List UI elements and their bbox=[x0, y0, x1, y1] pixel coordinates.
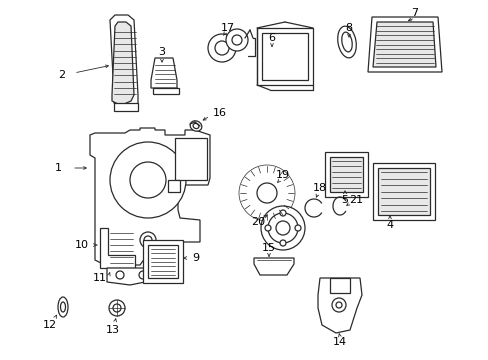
Bar bbox=[175, 138, 206, 180]
Bar bbox=[114, 103, 138, 111]
Text: 20: 20 bbox=[250, 217, 264, 227]
Polygon shape bbox=[325, 152, 367, 197]
Bar bbox=[153, 88, 179, 94]
Ellipse shape bbox=[341, 32, 351, 52]
Polygon shape bbox=[372, 22, 435, 67]
Text: 6: 6 bbox=[268, 33, 275, 43]
Polygon shape bbox=[367, 17, 441, 72]
Text: 19: 19 bbox=[275, 170, 289, 180]
Ellipse shape bbox=[261, 206, 305, 250]
Ellipse shape bbox=[215, 41, 228, 55]
Ellipse shape bbox=[109, 300, 125, 316]
Ellipse shape bbox=[294, 225, 301, 231]
Ellipse shape bbox=[331, 298, 346, 312]
Text: 13: 13 bbox=[106, 325, 120, 335]
Text: 18: 18 bbox=[312, 183, 326, 193]
Text: 11: 11 bbox=[93, 273, 107, 283]
Polygon shape bbox=[329, 157, 362, 192]
Polygon shape bbox=[317, 278, 361, 333]
Ellipse shape bbox=[130, 162, 165, 198]
Ellipse shape bbox=[58, 297, 68, 317]
Bar bbox=[262, 33, 307, 80]
Ellipse shape bbox=[113, 304, 121, 312]
Polygon shape bbox=[151, 58, 177, 88]
Text: 2: 2 bbox=[59, 70, 65, 80]
Ellipse shape bbox=[280, 240, 285, 246]
Ellipse shape bbox=[239, 165, 294, 221]
Ellipse shape bbox=[190, 121, 202, 131]
Text: 3: 3 bbox=[158, 47, 165, 57]
Text: 16: 16 bbox=[213, 108, 226, 118]
Ellipse shape bbox=[110, 142, 185, 218]
Text: 14: 14 bbox=[332, 337, 346, 347]
Text: 10: 10 bbox=[75, 240, 89, 250]
Bar bbox=[148, 245, 178, 278]
Ellipse shape bbox=[61, 302, 65, 312]
Ellipse shape bbox=[116, 271, 124, 279]
Polygon shape bbox=[142, 240, 183, 283]
Ellipse shape bbox=[225, 29, 247, 51]
Ellipse shape bbox=[335, 302, 341, 308]
Text: 8: 8 bbox=[345, 23, 352, 33]
Ellipse shape bbox=[275, 221, 289, 235]
Polygon shape bbox=[112, 22, 134, 104]
Text: 7: 7 bbox=[410, 8, 418, 18]
Polygon shape bbox=[90, 128, 209, 265]
Ellipse shape bbox=[243, 169, 290, 217]
Polygon shape bbox=[110, 15, 138, 108]
Text: 5: 5 bbox=[341, 195, 348, 205]
Text: 21: 21 bbox=[348, 195, 362, 205]
Ellipse shape bbox=[139, 271, 147, 279]
Ellipse shape bbox=[207, 34, 236, 62]
Text: 15: 15 bbox=[262, 243, 275, 253]
Text: 12: 12 bbox=[43, 320, 57, 330]
Ellipse shape bbox=[280, 210, 285, 216]
Text: 4: 4 bbox=[386, 220, 393, 230]
Polygon shape bbox=[253, 258, 293, 275]
Polygon shape bbox=[107, 268, 155, 285]
Ellipse shape bbox=[140, 232, 156, 248]
Text: 9: 9 bbox=[192, 253, 199, 263]
Ellipse shape bbox=[193, 123, 199, 129]
Bar bbox=[329, 278, 349, 293]
Ellipse shape bbox=[337, 26, 356, 58]
Ellipse shape bbox=[257, 183, 276, 203]
Text: 1: 1 bbox=[54, 163, 61, 173]
Polygon shape bbox=[377, 168, 429, 215]
Polygon shape bbox=[257, 28, 312, 85]
Polygon shape bbox=[372, 163, 434, 220]
Text: 17: 17 bbox=[221, 23, 235, 33]
Bar bbox=[168, 180, 180, 192]
Ellipse shape bbox=[231, 35, 242, 45]
Ellipse shape bbox=[264, 225, 270, 231]
Ellipse shape bbox=[267, 213, 297, 243]
Polygon shape bbox=[100, 228, 135, 268]
Ellipse shape bbox=[143, 236, 152, 244]
